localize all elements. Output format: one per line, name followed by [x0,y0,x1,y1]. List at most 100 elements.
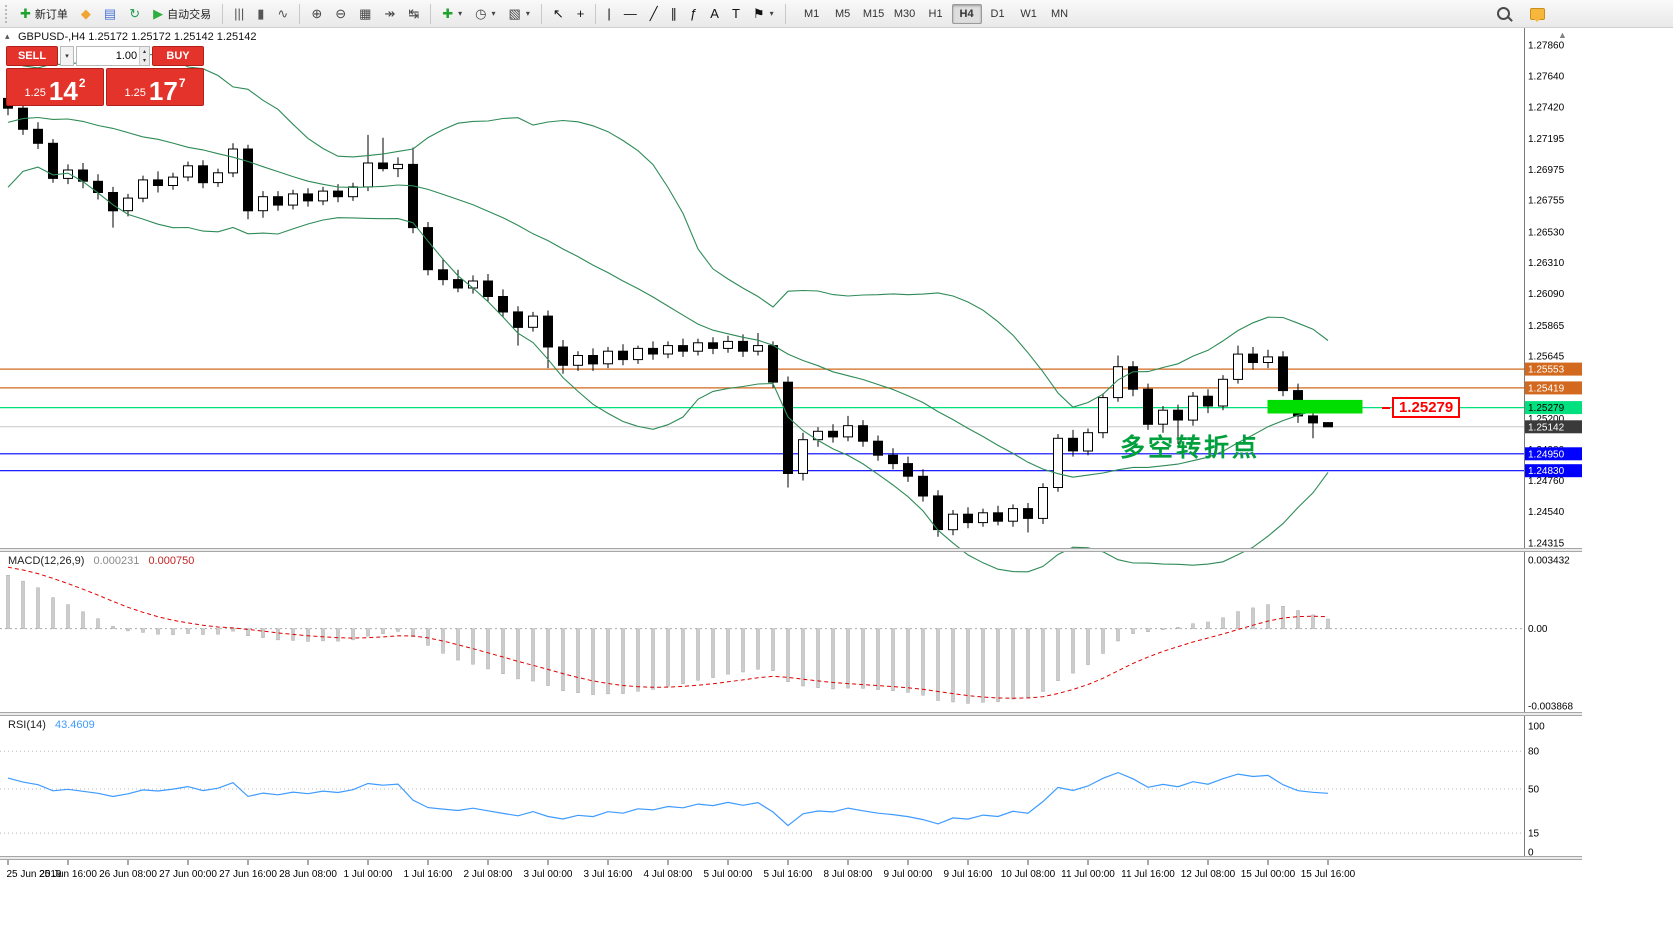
timeframe-button-mn[interactable]: MN [1051,7,1069,20]
periods-button[interactable]: ◷ ▾ [469,2,501,26]
candle-body [948,513,958,531]
line-chart-button[interactable]: ∿ [271,2,294,26]
candle-body [963,513,973,524]
candle-body [258,196,268,212]
history-center-button[interactable]: ↻ [123,2,146,26]
horizontal-line-button[interactable]: — [618,2,643,26]
candle-body [1323,422,1333,428]
macd-histogram-bar [1251,607,1255,629]
community-button[interactable] [1524,2,1551,26]
tile-windows-button[interactable]: ▦ [353,2,377,26]
timeframe-button-m15[interactable]: M15 [862,7,885,20]
buy-button[interactable]: BUY [152,46,204,66]
pane-separator-time[interactable] [0,856,1582,860]
volume-dropdown-button[interactable]: ▾ [60,46,74,66]
candle-body [1248,353,1258,364]
volume-decrease-button[interactable]: ▾ [140,56,149,65]
macd-histogram-bar [546,628,550,686]
volume-input[interactable] [77,47,140,65]
buy-price-button[interactable]: 1.25 17 7 [106,68,204,106]
bars-chart-button[interactable]: ||| [228,2,250,26]
arrow-objects-button[interactable]: ⚑ ▾ [747,2,780,26]
macd-histogram-bar [591,628,595,695]
candles-chart-button[interactable]: ▮ [251,2,270,26]
timeframe-button-h4[interactable]: H4 [951,3,982,24]
toolbar-drag-handle[interactable] [5,4,10,23]
svg-text:1.27195: 1.27195 [1528,134,1565,145]
volume-field-wrap: ▴ ▾ [76,46,150,66]
metaeditor-button[interactable]: ◆ [75,2,97,26]
trendline-button[interactable]: ╱ [644,2,664,26]
horizontal-line-icon: — [623,6,637,21]
volume-increase-button[interactable]: ▴ [140,47,149,56]
terminal-button[interactable]: ▤ [98,2,122,26]
scroll-up-arrow[interactable]: ▲ [1558,30,1567,40]
timeframe-button-h1[interactable]: H1 [928,7,943,20]
macd-histogram-bar [66,604,70,629]
auto-scroll-button[interactable]: ↠ [378,2,401,26]
pane-separator-macd[interactable] [0,548,1582,552]
svg-text:2 Jul 08:00: 2 Jul 08:00 [464,869,513,880]
macd-histogram-bar [351,628,355,641]
search-icon [1497,7,1510,20]
trade-group: ✚ 新订单 ◆ ▤ ↻ ▶ 自动交易 [14,2,217,26]
candle-body [408,163,418,229]
sell-price-button[interactable]: 1.25 14 2 [6,68,104,106]
cursor-group: ↖ + [547,2,591,26]
channel-button[interactable]: ∥ [665,2,684,26]
timeframe-button-m30[interactable]: M30 [893,7,916,20]
timeframe-button-d1[interactable]: D1 [990,7,1005,20]
candle-body [663,345,673,355]
candle-body [648,347,658,355]
zoom-out-button[interactable]: ⊖ [329,2,352,26]
candle-body [753,345,763,352]
macd-histogram-bar [21,580,25,629]
candles-layer [3,92,1333,537]
candle-body [48,142,58,179]
caret-down-icon: ▾ [458,9,463,18]
time-axis[interactable] [0,860,1524,890]
new-order-button[interactable]: ✚ 新订单 [14,2,74,26]
svg-text:15: 15 [1528,829,1540,840]
chart-shift-button[interactable]: ↹ [402,2,425,26]
candle-body [783,381,793,475]
macd-histogram-bar [216,628,220,635]
macd-histogram-bar [726,628,730,675]
svg-text:1.26975: 1.26975 [1528,165,1565,176]
macd-histogram-bar [801,628,805,687]
svg-text:-0.003868: -0.003868 [1528,702,1573,713]
zoom-in-button[interactable]: ⊕ [305,2,328,26]
bar-chart-icon: ||| [234,6,245,21]
candle-body [33,128,43,144]
timeframe-button-m5[interactable]: M5 [834,7,851,20]
indicators-button[interactable]: ✚ ▾ [436,2,468,26]
sell-button[interactable]: SELL [6,46,58,66]
chart-type-group: ||| ▮ ∿ [228,2,294,26]
timeframe-button-m1[interactable]: M1 [803,7,820,20]
vertical-line-button[interactable]: | [601,2,616,26]
pane-separator-rsi[interactable] [0,712,1582,716]
macd-histogram-bar [111,626,115,629]
fibonacci-button[interactable]: ƒ [684,2,703,26]
text-button[interactable]: A [704,2,725,26]
candle-body [63,169,73,179]
svg-text:27 Jun 16:00: 27 Jun 16:00 [219,869,277,880]
templates-button[interactable]: ▧ ▾ [503,2,536,26]
cursor-button[interactable]: ↖ [547,2,570,26]
crosshair-button[interactable]: + [571,2,591,26]
candle-body [813,430,823,441]
chat-icon [1530,7,1545,22]
arrow-objects-icon: ⚑ [752,6,765,21]
one-click-toggle-icon[interactable]: ▴ [5,31,10,41]
channel-icon: ∥ [670,6,678,21]
candle-body [333,190,343,198]
text-label-button[interactable]: T [726,2,746,26]
macd-histogram-bar [246,628,250,636]
search-button[interactable] [1491,2,1516,26]
autotrading-button[interactable]: ▶ 自动交易 [147,2,217,26]
timeframe-button-w1[interactable]: W1 [1020,7,1037,20]
price-tag [1525,381,1582,395]
macd-histogram-bar [906,628,910,693]
price-axis[interactable] [1524,28,1582,860]
